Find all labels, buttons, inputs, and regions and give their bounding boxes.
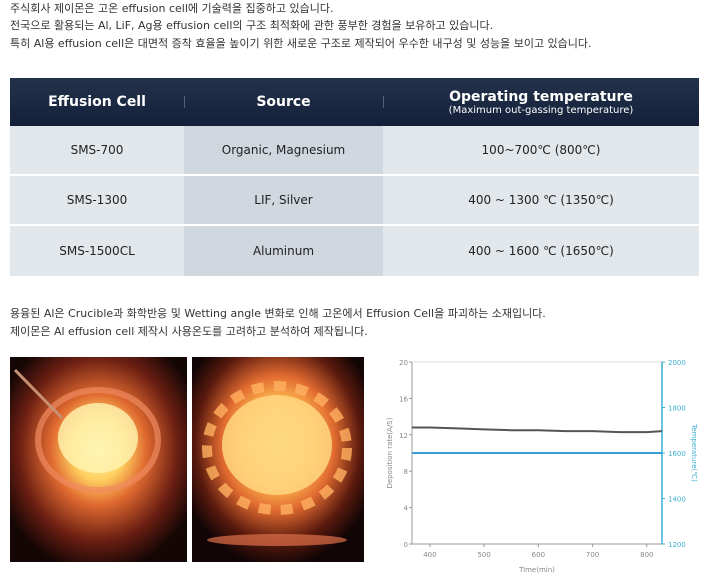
table-cell: Aluminum — [184, 226, 383, 276]
x-tick-label: 600 — [532, 551, 545, 559]
y-tick-label: 4 — [404, 505, 409, 513]
header-divider — [383, 96, 384, 108]
y-tick-label: 0 — [404, 541, 408, 549]
x-axis-label: Time(min) — [518, 566, 555, 574]
series-line — [412, 426, 663, 434]
photo-slots — [202, 381, 352, 515]
y2-axis-label: Temperature(℃) — [690, 423, 698, 482]
x-tick-label: 800 — [640, 551, 653, 559]
chart: 0 4 8 12 16 20 1200 1400 1600 1800 2000 400 500 600 70… — [386, 359, 698, 574]
intro-line: 주식회사 제이몬은 고온 effusion cell에 기술력을 집중하고 있습… — [10, 2, 334, 15]
table-cell: LIF, Silver — [184, 176, 383, 226]
photo-glow — [58, 403, 138, 473]
y2-tick-label: 1200 — [668, 541, 686, 549]
y2-tick-label: 1800 — [668, 405, 686, 413]
table-cell: Organic, Magnesium — [184, 126, 383, 176]
table-cell: 400 ~ 1300 ℃ (1350℃) — [383, 176, 699, 226]
y-tick-label: 20 — [399, 359, 408, 367]
x-tick-label: 500 — [477, 551, 490, 559]
y-tick-label: 16 — [399, 395, 408, 403]
header-divider — [184, 96, 185, 108]
table-header: Source — [184, 78, 383, 126]
y-tick-label: 8 — [404, 468, 408, 476]
photo-glow — [222, 395, 332, 495]
header-text: Source — [256, 94, 311, 110]
header-note: (Maximum out-gassing temperature) — [448, 104, 634, 116]
photo-rod — [13, 368, 64, 420]
x-tick-label: 400 — [423, 551, 436, 559]
header-text: Effusion Cell — [48, 94, 146, 110]
table-cell: 100~700℃ (800℃) — [383, 126, 699, 176]
table-header-bg — [10, 78, 699, 126]
intro-line: 전국으로 활용되는 Al, LiF, Ag용 effusion cell의 구조… — [10, 19, 494, 32]
y2-tick-label: 1600 — [668, 450, 686, 458]
table-cell: SMS-1300 — [10, 176, 184, 226]
y2-tick-label: 1400 — [668, 496, 686, 504]
table-cell: SMS-1500CL — [10, 226, 184, 276]
y-tick-label: 12 — [399, 432, 408, 440]
table-header: Effusion Cell — [10, 78, 184, 126]
photo-base — [207, 534, 347, 546]
intro-line: 특히 Al용 effusion cell은 대면적 증착 효율을 높이기 위한 … — [10, 37, 592, 50]
photo-rim — [35, 387, 161, 493]
note-line: 제이몬은 Al effusion cell 제작시 사용온도를 고려하고 분석하… — [10, 325, 368, 338]
y-axis-label: Deposition rate(A/S) — [386, 417, 394, 488]
table-cell: 400 ~ 1600 ℃ (1650℃) — [383, 226, 699, 276]
x-tick-label: 700 — [586, 551, 599, 559]
table-header: Operating temperature (Maximum out-gassin… — [383, 78, 699, 126]
y2-tick-label: 2000 — [668, 359, 686, 367]
note-line: 용융된 Al은 Crucible과 화학반응 및 Wetting angle 변… — [10, 307, 546, 320]
table-cell: SMS-700 — [10, 126, 184, 176]
header-text: Operating temperature — [449, 88, 633, 105]
